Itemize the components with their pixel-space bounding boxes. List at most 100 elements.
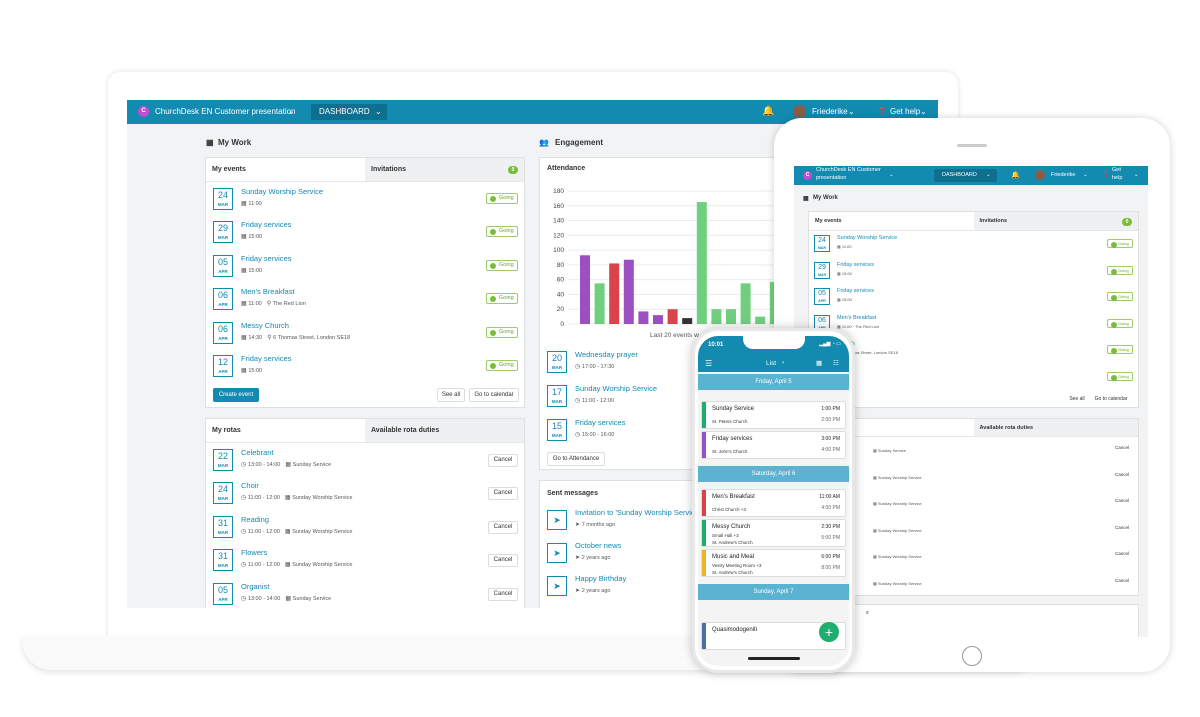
list-item[interactable]: 05 APR Friday services ▦ 15:00 Going xyxy=(206,252,524,285)
chevron-down-icon[interactable]: ⌄ xyxy=(1083,172,1088,178)
tab-available-rota-duties[interactable]: Available rota duties xyxy=(365,419,524,442)
cancel-button[interactable]: Cancel xyxy=(1111,496,1133,505)
see-all-button[interactable]: See all xyxy=(1069,394,1085,404)
status-badge[interactable]: Going xyxy=(1107,371,1133,381)
list-item[interactable]: 06 APR Men's Breakfast ▦ 11:00 · The Red Li… xyxy=(809,313,1138,339)
cancel-button[interactable]: Cancel xyxy=(488,587,518,601)
bell-icon[interactable]: 🔔 xyxy=(762,106,775,117)
chevron-down-icon[interactable]: ⌄ xyxy=(288,107,295,116)
cancel-button[interactable]: Cancel xyxy=(488,454,518,467)
event-title[interactable]: Messy Church xyxy=(241,320,289,330)
event-title[interactable]: Friday services xyxy=(241,354,292,363)
event-title[interactable]: Sunday Worship Service xyxy=(241,187,323,196)
chart-bar[interactable] xyxy=(580,255,590,324)
dashboard-dropdown[interactable]: DASHBOARD ⌄ xyxy=(934,169,997,182)
chart-bar[interactable] xyxy=(726,309,736,324)
event-title[interactable]: Sunday Worship Service xyxy=(575,384,657,393)
table-row[interactable]: 31 MAR Reading ◷ 11:00 - 12:00 ▦ Sunday Wors… xyxy=(206,513,524,546)
chart-bar[interactable] xyxy=(682,318,693,324)
chart-bar[interactable] xyxy=(667,309,678,324)
chart-bar[interactable] xyxy=(623,259,634,324)
org-name[interactable]: ChurchDesk EN Customer presentation xyxy=(155,107,296,116)
chart-bar[interactable] xyxy=(638,311,649,324)
list-item[interactable]: 12 APR Friday services ▦ 15:00 Going xyxy=(206,352,524,385)
view-switcher[interactable]: List xyxy=(766,360,777,367)
event-title[interactable]: Friday services xyxy=(241,220,292,230)
list-item[interactable]: 15 MAR Friday services ◷ 15:00 - 16:00 xyxy=(540,416,800,449)
list-item[interactable]: ➤ Invitation to 'Sunday Worship Service ➤ … xyxy=(540,506,800,539)
chevron-down-icon[interactable]: ⌄ xyxy=(889,172,894,178)
org-name-line2[interactable]: presentation xyxy=(816,175,847,181)
list-item[interactable]: 24 MAR Sunday Worship Service ▦ 11:00 Going xyxy=(206,185,524,218)
status-badge[interactable]: Going xyxy=(486,193,518,204)
cancel-button[interactable]: Cancel xyxy=(488,487,518,501)
help-label[interactable]: Get help xyxy=(890,107,921,116)
tab-invitations[interactable]: Invitations 0 xyxy=(973,212,1138,230)
table-row[interactable]: ▦ Sunday Worship Service Cancel xyxy=(809,490,1138,516)
table-row[interactable]: ▦ Sunday Worship Service Cancel xyxy=(809,517,1138,543)
rota-title[interactable]: Flowers xyxy=(241,548,268,558)
status-badge[interactable]: Going xyxy=(1107,345,1133,354)
see-all-button[interactable]: See all xyxy=(437,388,465,402)
chart-bar[interactable] xyxy=(653,315,663,324)
rota-title[interactable]: Celebrant xyxy=(241,448,274,457)
go-to-attendance-button[interactable]: Go to Attendance xyxy=(547,452,605,466)
dashboard-dropdown[interactable]: DASHBOARD ⌄ xyxy=(311,104,387,120)
cancel-button[interactable]: Cancel xyxy=(1111,522,1133,532)
menu-icon[interactable]: ☰ xyxy=(705,359,713,368)
list-item[interactable]: Music and Meal Vestry Meeting Room +3 St. … xyxy=(701,549,846,577)
chart-bar[interactable] xyxy=(740,283,751,324)
org-logo[interactable]: C xyxy=(138,106,149,117)
message-title[interactable]: Happy Birthday xyxy=(575,574,627,583)
user-name[interactable]: Friederike xyxy=(812,107,848,116)
list-item[interactable]: Friday services St. John's Church 3:00 PM 4… xyxy=(701,431,846,459)
list-item[interactable]: 29 MAR Friday services ▦ 15:00 Going xyxy=(206,218,524,251)
chart-bar[interactable] xyxy=(696,202,707,324)
list-item[interactable]: 06APRChurch▦ 6 Thomas Street, London SE1… xyxy=(809,339,1138,365)
event-title[interactable]: Men's Breakfast xyxy=(837,314,877,321)
status-badge[interactable]: Going xyxy=(486,326,518,338)
status-badge[interactable]: Going xyxy=(486,226,518,238)
tablet-home-button[interactable] xyxy=(962,646,982,666)
user-name[interactable]: Friederike xyxy=(1051,172,1076,178)
list-item[interactable]: Men's Breakfast Christ Church +3 11:00 AM 4… xyxy=(701,489,846,517)
event-title[interactable]: Friday services xyxy=(837,288,874,294)
list-item[interactable]: 05 APR Friday services ▦ 15:00 Going xyxy=(809,286,1138,312)
add-event-button[interactable]: + xyxy=(819,622,839,642)
help-label-line1[interactable]: Get xyxy=(1112,167,1121,173)
avatar[interactable] xyxy=(793,105,806,118)
calendar-icon[interactable]: ▦ xyxy=(816,360,823,367)
table-row[interactable]: ▦ Sunday Worship Service Cancel xyxy=(809,464,1138,490)
status-badge[interactable]: Going xyxy=(486,259,518,271)
list-item[interactable]: Sunday Service St. Peters Church 1:00 PM 2:… xyxy=(701,401,846,429)
list-item[interactable]: 06 APR Men's Breakfast ▦ 11:00 ⚲ The Red Lio… xyxy=(206,285,524,318)
list-item[interactable]: 12APRces▦ Going xyxy=(809,366,1138,392)
bell-icon[interactable]: 🔔 xyxy=(1011,172,1020,179)
chart-bar[interactable] xyxy=(711,309,722,324)
filter-icon[interactable]: ☷ xyxy=(833,360,839,367)
chevron-down-icon[interactable]: ⌄ xyxy=(848,107,855,116)
cancel-button[interactable]: Cancel xyxy=(1111,575,1133,585)
table-row[interactable]: 24 MAR Choir ◷ 11:00 - 12:00 ▦ Sunday Worshi… xyxy=(206,479,524,512)
help-icon[interactable]: ❓ xyxy=(877,107,887,116)
help-label-line2[interactable]: help xyxy=(1112,175,1123,181)
chevron-down-icon[interactable]: ⌄ xyxy=(920,107,927,116)
chart-bar[interactable] xyxy=(755,316,766,324)
message-title[interactable]: October news xyxy=(575,541,622,550)
status-badge[interactable]: Going xyxy=(486,360,518,371)
help-icon[interactable]: ❓ xyxy=(1103,172,1110,178)
chart-bar[interactable] xyxy=(609,263,620,324)
status-badge[interactable]: Going xyxy=(1107,318,1133,328)
list-item[interactable]: 29 MAR Friday services ▦ 15:00 Going xyxy=(809,260,1138,286)
table-row[interactable]: ▦ Sunday Service Cancel xyxy=(809,437,1138,463)
table-row[interactable]: ▦ Sunday Worship Service Cancel xyxy=(809,543,1138,569)
event-title[interactable]: Wednesday prayer xyxy=(575,350,638,359)
cancel-button[interactable]: Cancel xyxy=(488,554,518,568)
chevron-down-icon[interactable]: ⌄ xyxy=(1134,172,1139,178)
table-row[interactable]: 05 APR Organist ◷ 13:00 - 14:00 ▦ Sunday Ser… xyxy=(206,580,524,608)
avatar[interactable] xyxy=(1035,170,1045,180)
go-to-calendar-button[interactable]: Go to calendar xyxy=(469,388,519,402)
list-item[interactable]: ➤ October news ➤ 2 years ago xyxy=(540,539,800,572)
event-title[interactable]: Friday services xyxy=(837,261,874,268)
rota-title[interactable]: Reading xyxy=(241,514,269,524)
